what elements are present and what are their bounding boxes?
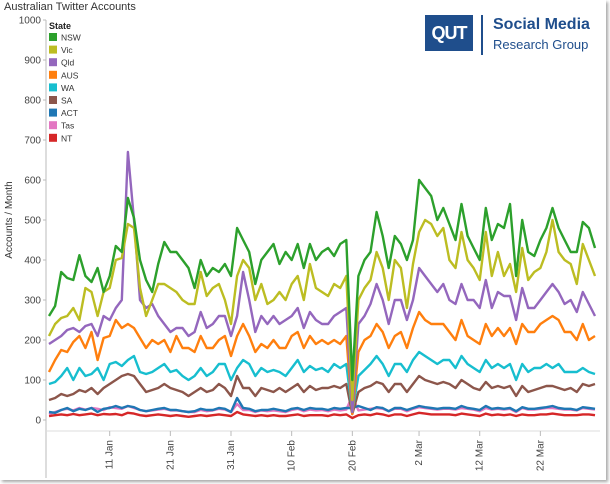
qut-logo: QUT bbox=[425, 15, 473, 51]
legend-swatch-qld bbox=[49, 58, 57, 67]
y-tick-label: 800 bbox=[24, 96, 41, 107]
legend-swatch-act bbox=[49, 108, 57, 117]
series-line-qld bbox=[48, 150, 597, 414]
x-tick-label: 31 Jan bbox=[226, 440, 237, 470]
chart-title: Australian Twitter Accounts bbox=[4, 1, 136, 13]
legend-swatch-wa bbox=[49, 83, 57, 92]
series-line-nsw bbox=[47, 178, 597, 382]
series-line-tas bbox=[48, 394, 596, 416]
legend-swatch-vic bbox=[49, 45, 57, 54]
legend-label-qld: Qld bbox=[61, 58, 75, 68]
y-tick-label: 500 bbox=[24, 216, 41, 227]
legend-swatch-tas bbox=[49, 121, 57, 130]
legend-label-act: ACT bbox=[61, 108, 78, 118]
logo-line-2: Research Group bbox=[493, 37, 589, 52]
legend-label-aus: AUS bbox=[61, 70, 79, 80]
legend-title: State bbox=[49, 21, 71, 31]
series-line-act bbox=[48, 396, 596, 414]
legend-label-vic: Vic bbox=[61, 45, 73, 55]
legend-swatch-nt bbox=[49, 133, 57, 142]
y-tick-label: 300 bbox=[24, 296, 41, 307]
series-line-wa bbox=[48, 350, 596, 414]
legend-swatch-nsw bbox=[49, 33, 57, 41]
legend-label-tas: Tas bbox=[61, 121, 74, 131]
y-tick-label: 100 bbox=[24, 376, 41, 387]
legend-swatch-aus bbox=[49, 70, 57, 79]
series-line-sa bbox=[48, 372, 596, 416]
legend-label-nt: NT bbox=[61, 133, 72, 143]
series-line-nt bbox=[48, 410, 596, 420]
y-tick-label: 700 bbox=[24, 136, 41, 147]
legend-label-sa: SA bbox=[61, 96, 73, 106]
x-tick-label: 2 Mar bbox=[414, 439, 425, 465]
y-tick-label: 1000 bbox=[19, 16, 42, 27]
series-line-vic bbox=[47, 218, 597, 402]
legend-label-nsw: NSW bbox=[61, 33, 81, 43]
series-lines bbox=[47, 150, 597, 420]
x-tick-label: 10 Feb bbox=[287, 440, 298, 472]
y-tick-label: 200 bbox=[24, 336, 41, 347]
x-tick-label: 11 Jan bbox=[105, 440, 116, 469]
logo-line-1: Social Media bbox=[493, 16, 590, 33]
legend-label-wa: WA bbox=[61, 83, 75, 93]
x-tick-label: 21 Jan bbox=[165, 440, 176, 470]
x-tick-label: 22 Mar bbox=[535, 439, 546, 471]
y-tick-label: 900 bbox=[24, 56, 41, 67]
legend-swatch-sa bbox=[49, 96, 57, 104]
x-tick-label: 20 Feb bbox=[347, 440, 358, 472]
y-tick-label: 600 bbox=[24, 176, 41, 187]
x-tick-label: 12 Mar bbox=[475, 439, 486, 471]
series-line-aus bbox=[47, 310, 596, 416]
y-axis-label: Accounts / Month bbox=[4, 181, 15, 258]
chart-axes: 0 100 200 300 400 500 600 700 800 900 1000 11 Jan 21… bbox=[4, 16, 600, 478]
logo-mark: QUT bbox=[431, 23, 468, 43]
y-tick-label: 0 bbox=[35, 416, 41, 427]
legend: State NSW Vic Qld AUS WA SA ACT Tas NT bbox=[49, 21, 81, 143]
y-tick-label: 400 bbox=[24, 256, 41, 267]
logo-divider bbox=[481, 15, 483, 55]
